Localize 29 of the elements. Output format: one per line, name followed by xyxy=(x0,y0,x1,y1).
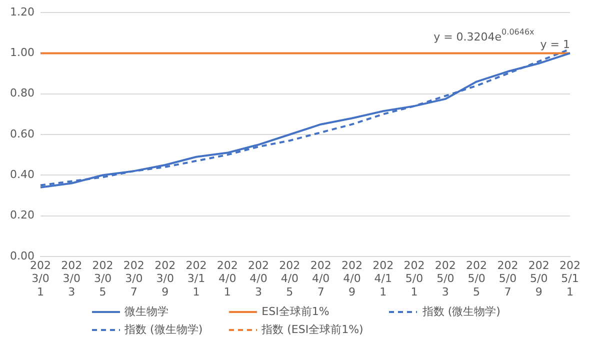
y-tick-label: 0.80 xyxy=(10,86,34,100)
x-tick-label: 2023/03 xyxy=(61,258,82,298)
x-tick-label: 2025/09 xyxy=(528,258,550,298)
y-tick-label: 0.20 xyxy=(10,208,34,222)
x-tick-label: 2024/09 xyxy=(341,258,362,298)
x-tick-label: 2023/07 xyxy=(123,258,144,298)
x-tick-label: 2025/03 xyxy=(434,258,456,298)
x-tick-label: 2024/07 xyxy=(310,258,332,298)
annotation: y = 1 xyxy=(540,38,570,52)
x-tick-label: 2025/11 xyxy=(560,258,580,298)
y-tick-label: 0.60 xyxy=(10,127,34,140)
x-tick-label: 2023/11 xyxy=(186,258,207,298)
x-tick-label: 2025/07 xyxy=(497,258,518,298)
x-tick-label: 2024/05 xyxy=(279,258,300,298)
x-tick-label: 2025/01 xyxy=(404,258,425,298)
legend-label: 指数 (微生物学) xyxy=(422,304,500,319)
y-tick-label: 1.00 xyxy=(10,46,34,60)
legend-label: 指数 (微生物学) xyxy=(124,322,203,337)
y-tick-label: 1.20 xyxy=(10,5,34,18)
x-tick-label: 2024/11 xyxy=(372,258,394,298)
legend-label: ESI全球前1% xyxy=(262,304,330,319)
x-tick-label: 2024/03 xyxy=(248,258,270,298)
x-tick-label: 2023/09 xyxy=(154,258,176,298)
x-tick-label: 2025/05 xyxy=(466,258,488,298)
x-tick-label: 2023/05 xyxy=(92,258,114,298)
legend-label: 微生物学 xyxy=(124,304,169,319)
x-tick-label: 2024/01 xyxy=(216,258,238,298)
y-tick-label: 0.40 xyxy=(10,168,34,181)
legend-label: 指数 (ESI全球前1%) xyxy=(262,322,364,337)
